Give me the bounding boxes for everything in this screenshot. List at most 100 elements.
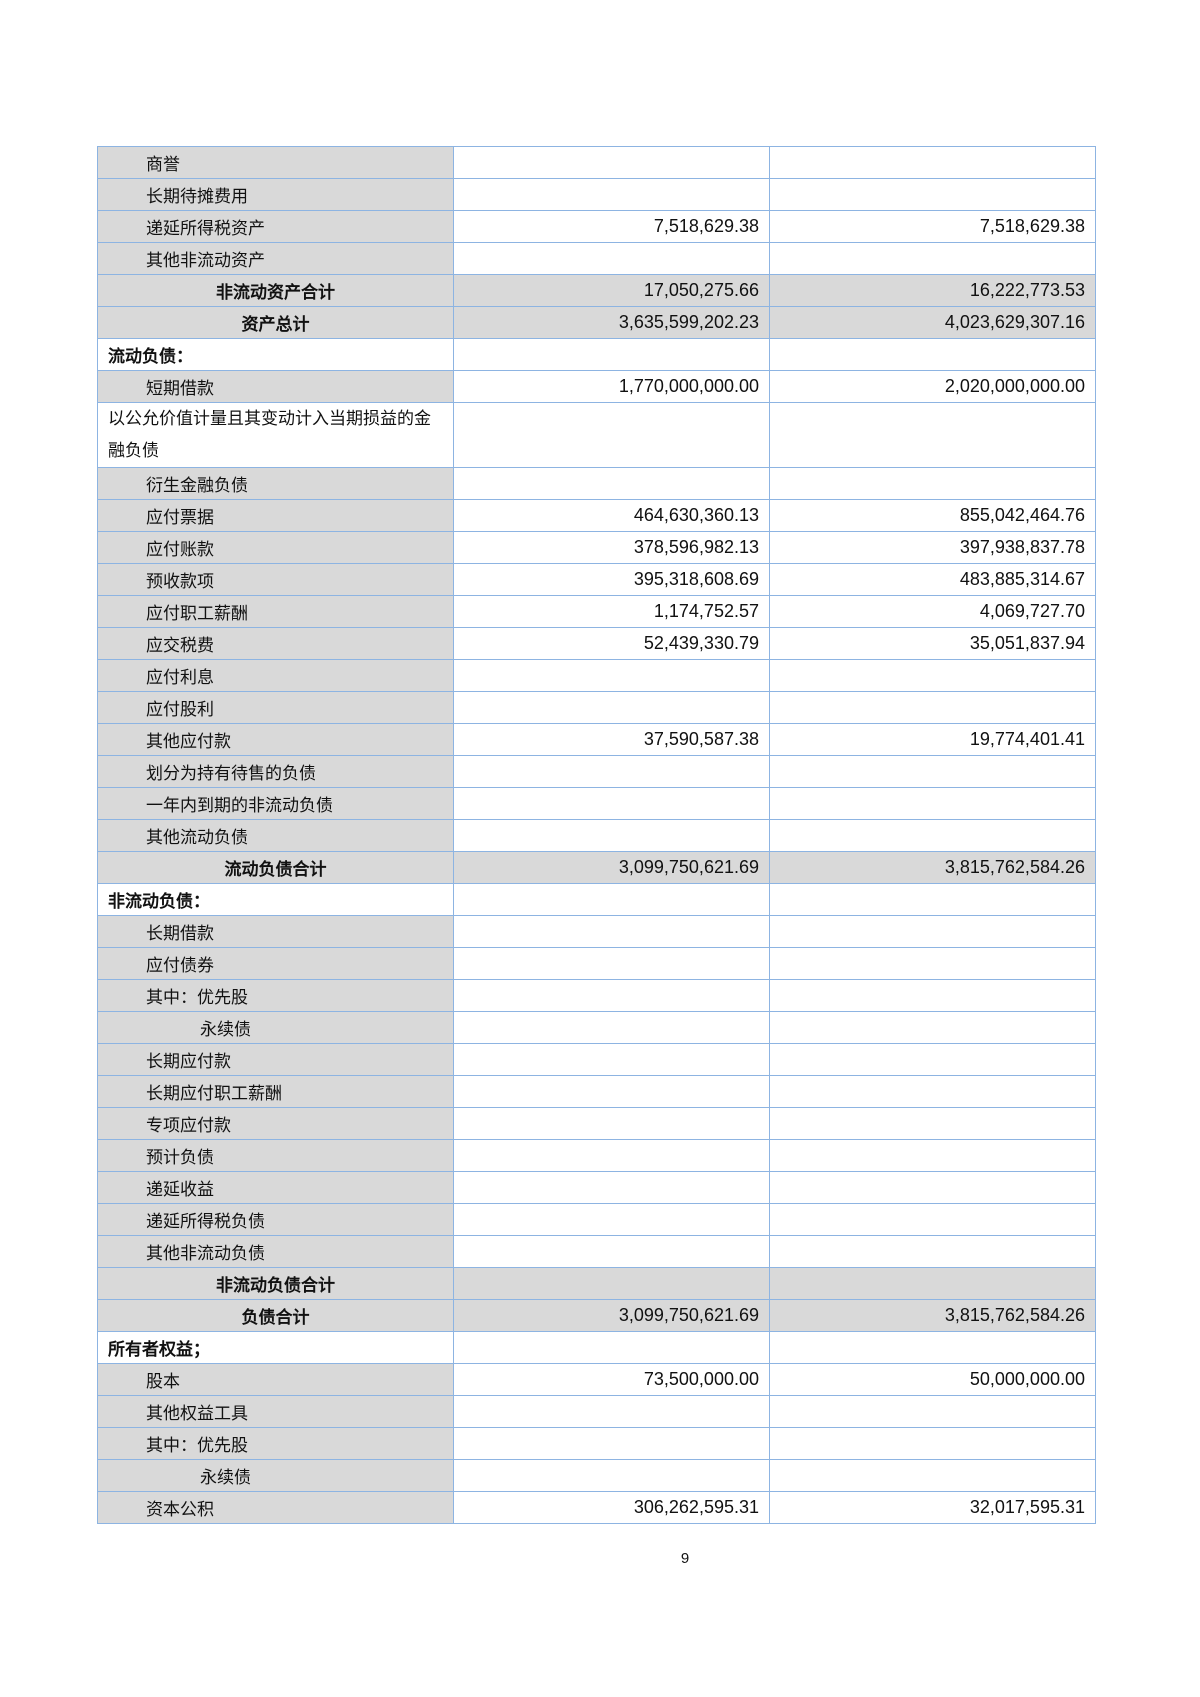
period-start-value <box>769 1427 1096 1460</box>
row-label: 永续债 <box>97 1011 454 1044</box>
period-start-value <box>769 755 1096 788</box>
period-start-value <box>769 1139 1096 1172</box>
table-row: 长期应付款 <box>97 1043 1096 1076</box>
period-start-value: 50,000,000.00 <box>769 1363 1096 1396</box>
period-start-value <box>769 1395 1096 1428</box>
row-label: 应付利息 <box>97 659 454 692</box>
row-label: 商誉 <box>97 146 454 179</box>
row-label: 其他非流动资产 <box>97 242 454 275</box>
table-row: 预计负债 <box>97 1139 1096 1172</box>
period-end-value <box>453 755 770 788</box>
period-end-value <box>453 146 770 179</box>
row-label: 股本 <box>97 1363 454 1396</box>
period-end-value <box>453 1075 770 1108</box>
row-label: 以公允价值计量且其变动计入当期损益的金融负债 <box>97 402 454 468</box>
period-end-value <box>453 1043 770 1076</box>
period-end-value <box>453 947 770 980</box>
row-label: 其他非流动负债 <box>97 1235 454 1268</box>
row-label: 应付账款 <box>97 531 454 564</box>
section-header-row: 所有者权益； <box>97 1331 1096 1364</box>
table-row: 划分为持有待售的负债 <box>97 755 1096 788</box>
row-label: 预计负债 <box>97 1139 454 1172</box>
table-row: 一年内到期的非流动负债 <box>97 787 1096 820</box>
period-end-value: 73,500,000.00 <box>453 1363 770 1396</box>
period-start-value: 3,815,762,584.26 <box>769 1299 1096 1332</box>
balance-sheet-table: 商誉 长期待摊费用 递延所得税资产 7,518,629.38 7,518,629.38 其… <box>97 146 1096 1524</box>
period-start-value <box>769 467 1096 500</box>
period-end-value <box>453 691 770 724</box>
table-row: 长期应付职工薪酬 <box>97 1075 1096 1108</box>
row-label: 非流动负债： <box>97 883 454 916</box>
row-label: 专项应付款 <box>97 1107 454 1140</box>
table-row: 专项应付款 <box>97 1107 1096 1140</box>
period-start-value <box>769 1075 1096 1108</box>
period-end-value: 17,050,275.66 <box>453 274 770 307</box>
row-label: 长期应付款 <box>97 1043 454 1076</box>
table-row: 其他应付款 37,590,587.38 19,774,401.41 <box>97 723 1096 756</box>
table-row: 应付票据 464,630,360.13 855,042,464.76 <box>97 499 1096 532</box>
period-end-value <box>453 787 770 820</box>
period-start-value <box>769 1043 1096 1076</box>
period-start-value <box>769 659 1096 692</box>
period-end-value: 3,635,599,202.23 <box>453 306 770 339</box>
row-label: 非流动负债合计 <box>97 1267 454 1300</box>
period-start-value <box>769 1235 1096 1268</box>
page-number: 9 <box>680 1550 690 1567</box>
row-label: 衍生金融负债 <box>97 467 454 500</box>
table-row: 其他权益工具 <box>97 1395 1096 1428</box>
row-label: 永续债 <box>97 1459 454 1492</box>
period-start-value <box>769 787 1096 820</box>
row-label: 非流动资产合计 <box>97 274 454 307</box>
period-start-value: 4,023,629,307.16 <box>769 306 1096 339</box>
period-end-value <box>453 178 770 211</box>
table-row: 长期借款 <box>97 915 1096 948</box>
row-label: 应付债券 <box>97 947 454 980</box>
row-label: 其中：优先股 <box>97 1427 454 1460</box>
period-start-value <box>769 947 1096 980</box>
table-row: 长期待摊费用 <box>97 178 1096 211</box>
total-row: 非流动负债合计 <box>97 1267 1096 1300</box>
period-end-value <box>453 1011 770 1044</box>
table-row: 衍生金融负债 <box>97 467 1096 500</box>
period-start-value: 2,020,000,000.00 <box>769 370 1096 403</box>
table-row: 递延所得税资产 7,518,629.38 7,518,629.38 <box>97 210 1096 243</box>
period-end-value: 37,590,587.38 <box>453 723 770 756</box>
period-start-value <box>769 1171 1096 1204</box>
row-label: 资产总计 <box>97 306 454 339</box>
table-row: 永续债 <box>97 1459 1096 1492</box>
table-row: 其中：优先股 <box>97 979 1096 1012</box>
period-end-value <box>453 1139 770 1172</box>
period-end-value <box>453 1459 770 1492</box>
row-label: 流动负债： <box>97 338 454 371</box>
period-end-value: 1,174,752.57 <box>453 595 770 628</box>
period-start-value: 397,938,837.78 <box>769 531 1096 564</box>
period-end-value: 1,770,000,000.00 <box>453 370 770 403</box>
period-end-value <box>453 979 770 1012</box>
period-start-value <box>769 883 1096 916</box>
total-row: 负债合计 3,099,750,621.69 3,815,762,584.26 <box>97 1299 1096 1332</box>
period-end-value <box>453 402 770 468</box>
period-start-value <box>769 915 1096 948</box>
period-start-value: 4,069,727.70 <box>769 595 1096 628</box>
period-end-value: 7,518,629.38 <box>453 210 770 243</box>
row-label: 预收款项 <box>97 563 454 596</box>
table-row: 短期借款 1,770,000,000.00 2,020,000,000.00 <box>97 370 1096 403</box>
total-row: 流动负债合计 3,099,750,621.69 3,815,762,584.26 <box>97 851 1096 884</box>
row-label: 其他流动负债 <box>97 819 454 852</box>
table-row: 股本 73,500,000.00 50,000,000.00 <box>97 1363 1096 1396</box>
table-row: 其他非流动负债 <box>97 1235 1096 1268</box>
period-end-value: 3,099,750,621.69 <box>453 851 770 884</box>
period-end-value <box>453 883 770 916</box>
period-start-value: 483,885,314.67 <box>769 563 1096 596</box>
row-label: 递延收益 <box>97 1171 454 1204</box>
period-start-value <box>769 1011 1096 1044</box>
period-start-value <box>769 1459 1096 1492</box>
period-start-value <box>769 819 1096 852</box>
period-end-value: 52,439,330.79 <box>453 627 770 660</box>
row-label: 一年内到期的非流动负债 <box>97 787 454 820</box>
period-start-value <box>769 1107 1096 1140</box>
period-end-value <box>453 1427 770 1460</box>
period-end-value: 395,318,608.69 <box>453 563 770 596</box>
table-row: 永续债 <box>97 1011 1096 1044</box>
total-row: 资产总计 3,635,599,202.23 4,023,629,307.16 <box>97 306 1096 339</box>
